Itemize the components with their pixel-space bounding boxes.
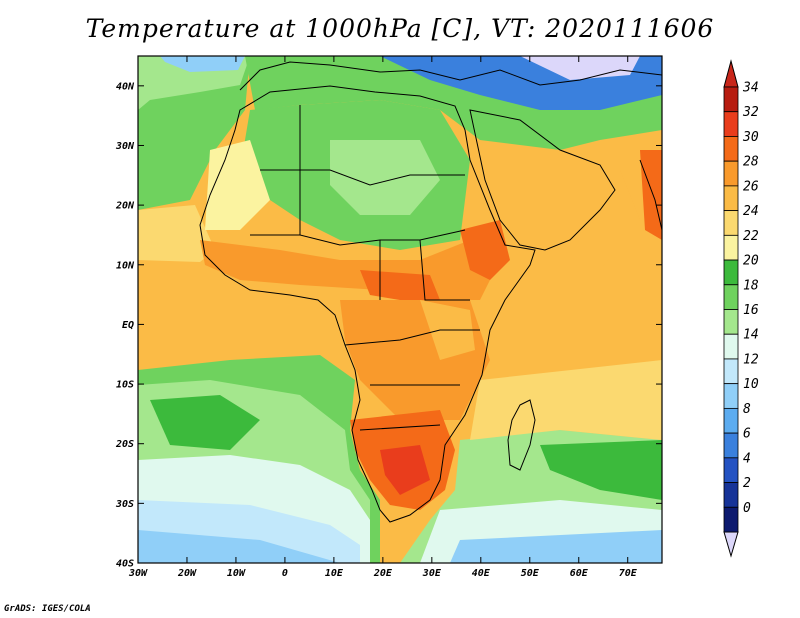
colorbar-label: 24 [743, 204, 759, 219]
lon-tick-label: 0 [282, 568, 288, 579]
colorbar-swatch [723, 86, 739, 113]
coastlines [199, 61, 662, 523]
map-frame [137, 55, 663, 564]
colorbar-swatch [723, 259, 739, 286]
field-ethiopia-hot [460, 220, 510, 280]
colorbar-bottom-arrow [723, 531, 739, 558]
colorbar-label: 32 [742, 105, 759, 120]
colorbar-swatch [723, 333, 739, 360]
lon-tick-label: 40E [472, 568, 491, 579]
colorbar-label: 28 [743, 155, 759, 170]
field-south-indian-coldest [450, 530, 662, 563]
africa-coastline [199, 85, 536, 523]
colorbar-label: 14 [743, 328, 759, 343]
colorbar-swatch [723, 284, 739, 310]
temperature-field [138, 56, 662, 563]
lat-tick-label: 10S [116, 380, 134, 391]
lon-tick-label: 30W [128, 568, 148, 579]
europe-coastline [239, 61, 662, 91]
field-india-coast [640, 150, 662, 240]
colorbar-swatch [723, 160, 739, 187]
colorbar-label: 10 [743, 377, 759, 392]
colorbar-swatch [723, 185, 739, 212]
field-sahara-cool [330, 140, 440, 215]
field-south-atlantic-green [150, 395, 260, 450]
border-1 [260, 169, 465, 186]
lon-tick-label: 20E [373, 568, 393, 579]
lat-tick-label: 30N [115, 141, 135, 152]
field-north-atlantic-cold [160, 56, 245, 72]
colorbar-label: 6 [743, 427, 751, 442]
field-south-indian-green [540, 440, 662, 500]
lon-tick-label: 10W [227, 568, 246, 579]
lon-tick-label: 30E [422, 568, 442, 579]
colorbar-swatch [723, 136, 739, 162]
lon-tick-label: 60E [570, 568, 589, 579]
colorbar-swatch [723, 457, 739, 483]
field-west-sahara [205, 140, 270, 230]
lat-tick-label: 40N [116, 81, 135, 92]
lat-tick-label: 20N [115, 201, 135, 212]
colorbar-swatch [723, 210, 739, 236]
colorbar-label: 22 [743, 229, 759, 244]
colorbar-label: 16 [743, 303, 759, 318]
lat-tick-label: 30S [115, 499, 134, 510]
lon-tick-label: 70E [619, 568, 638, 579]
field-south-atlantic-coldest [138, 530, 340, 563]
colorbar-swatch [723, 309, 739, 335]
field-arabia [470, 150, 640, 270]
lon-tick-label: 50E [521, 568, 540, 579]
colorbar-swatch [723, 383, 739, 409]
longitude-axis: 30W 20W 10W 0 10E 20E 30E 40E 50E 60E 70E [128, 56, 638, 579]
colorbar-label: 26 [743, 179, 759, 194]
colorbar-label: 18 [743, 278, 759, 293]
lat-tick-label: 40S [116, 559, 134, 570]
latitude-axis: 40N 30N 20N 10N EQ 10S 20S 30S 40S [115, 81, 662, 570]
colorbar-label: 30 [742, 130, 759, 145]
field-europe-coldest [520, 56, 640, 80]
colorbar-top-arrow [723, 59, 739, 88]
colorbar-label: 2 [743, 476, 751, 491]
border-2 [299, 105, 466, 246]
colorbar-swatch [723, 506, 739, 533]
border-3 [250, 234, 470, 301]
arabia-coastline [469, 109, 616, 251]
lon-tick-label: 10E [325, 568, 344, 579]
colorbar-swatch [723, 111, 739, 137]
colorbar-swatch [723, 358, 739, 385]
lon-tick-label: 20W [177, 568, 197, 579]
colorbar-swatch [723, 482, 739, 508]
field-tropical-atlantic-north [138, 205, 215, 262]
lat-tick-label: 20S [115, 439, 134, 450]
colorbar-label: 0 [743, 501, 751, 516]
lat-tick-label: EQ [122, 320, 134, 331]
colorbar-label: 34 [742, 81, 759, 96]
grads-credit: GrADS: IGES/COLA [4, 604, 91, 614]
colorbar-label: 4 [743, 451, 751, 466]
lat-tick-label: 10N [116, 260, 135, 271]
colorbar-label: 8 [743, 402, 751, 417]
colorbar-swatch [723, 407, 739, 434]
india-coastline [639, 159, 662, 231]
colorbar-swatch [723, 432, 739, 459]
colorbar-swatch [723, 234, 739, 261]
field-indian-mid [470, 360, 662, 440]
border-4 [344, 329, 480, 431]
field-kalahari-hot [380, 445, 430, 495]
map-title: Temperature at 1000hPa [C], VT: 20201116… [85, 14, 715, 43]
colorbar-label: 20 [743, 254, 759, 269]
madagascar-coastline [507, 399, 536, 471]
colorbar-label: 12 [743, 352, 759, 367]
